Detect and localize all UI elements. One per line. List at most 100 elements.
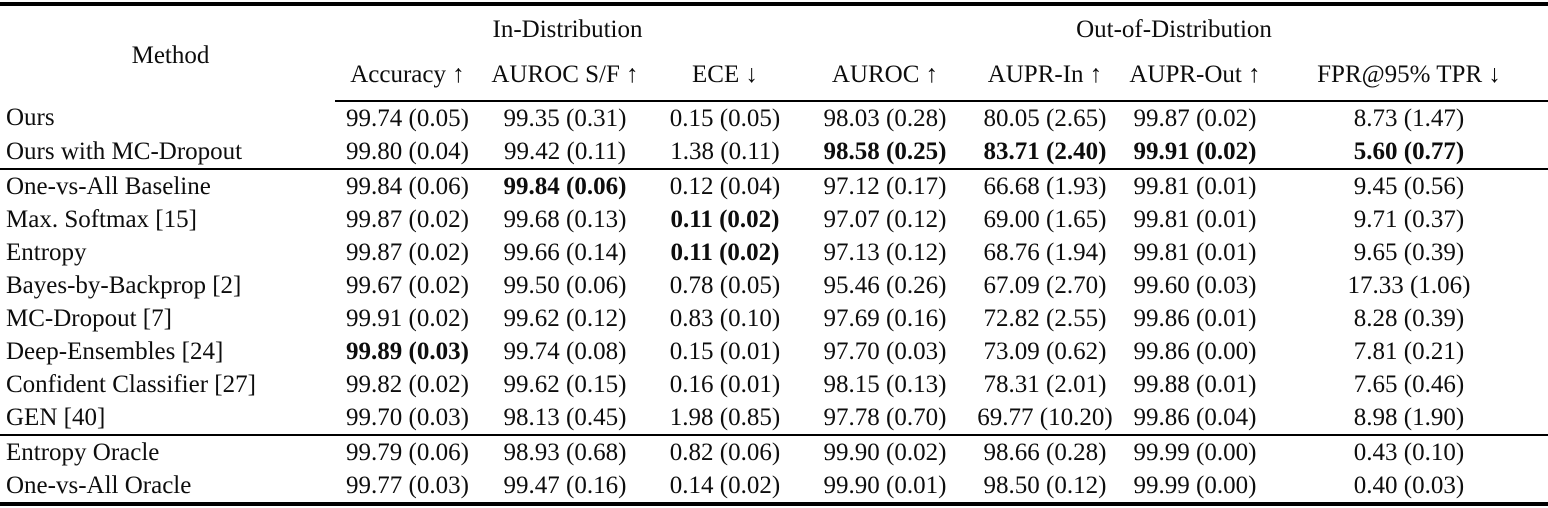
metric-cell: 0.11 (0.02) [670, 238, 780, 266]
metric-cell: 99.90 (0.01) [823, 471, 947, 499]
column-header-aupr-in: AUPR-In ↑ [970, 50, 1120, 102]
metric-cell: 99.50 (0.06) [503, 271, 627, 299]
metric-cell: 97.12 (0.17) [800, 168, 970, 203]
metric-cell: 97.70 (0.03) [823, 337, 947, 365]
metric-cell: 17.33 (1.06) [1347, 271, 1471, 299]
metric-cell: 8.28 (0.39) [1353, 304, 1465, 332]
metric-cell: 72.82 (2.55) [983, 304, 1107, 332]
metric-cell: 99.88 (0.01) [1133, 370, 1257, 398]
column-header-auroc-sf: AUROC S/F ↑ [480, 50, 650, 102]
metric-cell: 0.14 (0.02) [669, 471, 781, 499]
metric-cell: 9.65 (0.39) [1353, 238, 1465, 266]
table-section-2: Entropy Oracle 99.79 (0.06) 98.93 (0.68) 0.… [0, 434, 1548, 504]
table-row: Entropy Oracle 99.79 (0.06) 98.93 (0.68) 0.… [0, 434, 1548, 469]
column-header-row: Accuracy ↑ AUROC S/F ↑ ECE ↓ AUROC ↑ AUP… [0, 50, 1548, 102]
metric-cell: 98.66 (0.28) [970, 434, 1120, 469]
method-cell: Entropy [6, 238, 87, 266]
table-row: Max. Softmax [15] 99.87 (0.02) 99.68 (0.13… [0, 203, 1548, 236]
metric-cell: 73.09 (0.62) [983, 337, 1107, 365]
table-row: GEN [40] 99.70 (0.03) 98.13 (0.45) 1.98 (0.… [0, 401, 1548, 435]
method-cell: Deep-Ensembles [24] [6, 337, 224, 365]
column-header-auroc: AUROC ↑ [800, 50, 970, 102]
metric-cell: 80.05 (2.65) [983, 104, 1107, 132]
metric-cell: 99.87 (0.02) [346, 205, 469, 233]
metric-cell: 99.62 (0.12) [503, 304, 627, 332]
group-header-out-of-distribution: Out-of-Distribution [1076, 16, 1272, 43]
table-row: Bayes-by-Backprop [2] 99.67 (0.02) 99.50 (… [0, 269, 1548, 302]
table-row: Deep-Ensembles [24] 99.89 (0.03) 99.74 (0.… [0, 335, 1548, 368]
metric-cell: 99.80 (0.04) [346, 137, 469, 165]
column-header-ece: ECE ↓ [650, 50, 800, 102]
table-row: One-vs-All Oracle 99.77 (0.03) 99.47 (0.16… [0, 469, 1548, 504]
table-section-0: Ours 99.74 (0.05) 99.35 (0.31) 0.15 (0.05) 9… [0, 101, 1548, 169]
metric-cell: 99.84 (0.06) [335, 168, 480, 203]
metric-cell: 99.42 (0.11) [504, 137, 626, 165]
method-cell: One-vs-All Oracle [6, 471, 192, 499]
metric-cell: 99.60 (0.03) [1133, 271, 1257, 299]
method-cell: MC-Dropout [7] [6, 304, 172, 332]
metric-cell: 98.15 (0.13) [823, 370, 947, 398]
metric-cell: 0.12 (0.04) [650, 168, 800, 203]
group-header-row: Method In-Distribution Out-of-Distributi… [0, 4, 1548, 69]
metric-cell: 98.50 (0.12) [983, 471, 1107, 499]
metric-cell: 99.87 (0.02) [346, 238, 469, 266]
table-row: Ours with MC-Dropout 99.80 (0.04) 99.42 (0… [0, 135, 1548, 169]
metric-cell: 99.86 (0.01) [1133, 304, 1257, 332]
metric-cell: 69.00 (1.65) [983, 205, 1107, 233]
metric-cell: 68.76 (1.94) [983, 238, 1107, 266]
method-cell: Max. Softmax [15] [6, 205, 197, 233]
table-row: One-vs-All Baseline 99.84 (0.06) 99.84 (0.… [0, 168, 1548, 203]
column-header-aupr-out: AUPR-Out ↑ [1120, 50, 1270, 102]
metric-cell: 98.58 (0.25) [823, 137, 947, 165]
metric-cell: 97.13 (0.12) [823, 238, 947, 266]
metric-cell: 9.71 (0.37) [1353, 205, 1465, 233]
metric-cell: 0.82 (0.06) [650, 434, 800, 469]
metric-cell: 8.98 (1.90) [1353, 403, 1465, 431]
table-section-1: One-vs-All Baseline 99.84 (0.06) 99.84 (0.… [0, 168, 1548, 435]
metric-cell: 83.71 (2.40) [983, 137, 1107, 165]
metric-cell: 99.87 (0.02) [1133, 104, 1257, 132]
method-cell: Ours with MC-Dropout [6, 137, 243, 165]
metric-cell: 99.47 (0.16) [503, 471, 627, 499]
metric-cell: 5.60 (0.77) [1353, 137, 1465, 165]
metric-cell: 99.90 (0.02) [800, 434, 970, 469]
metric-cell: 1.98 (0.85) [669, 403, 781, 431]
metric-cell: 99.62 (0.15) [503, 370, 627, 398]
metric-cell: 99.66 (0.14) [503, 238, 627, 266]
metric-cell: 99.77 (0.03) [346, 471, 469, 499]
metric-cell: 99.70 (0.03) [346, 403, 469, 431]
metric-cell: 1.38 (0.11) [670, 137, 780, 165]
group-header-in-distribution: In-Distribution [492, 16, 643, 43]
metric-cell: 0.43 (0.10) [1270, 434, 1548, 469]
metric-cell: 97.78 (0.70) [823, 403, 947, 431]
metric-cell: 99.81 (0.01) [1120, 168, 1270, 203]
table-row: Ours 99.74 (0.05) 99.35 (0.31) 0.15 (0.05) 9… [0, 101, 1548, 135]
metric-cell: 66.68 (1.93) [970, 168, 1120, 203]
method-cell: Bayes-by-Backprop [2] [6, 271, 242, 299]
metric-cell: 99.86 (0.04) [1133, 403, 1257, 431]
metric-cell: 69.77 (10.20) [977, 403, 1113, 431]
method-cell: GEN [40] [6, 403, 106, 431]
table-header: Method In-Distribution Out-of-Distributi… [0, 4, 1548, 102]
metric-cell: 99.35 (0.31) [503, 104, 627, 132]
metric-cell: 98.93 (0.68) [480, 434, 650, 469]
column-header-accuracy: Accuracy ↑ [335, 50, 480, 102]
metric-cell: 9.45 (0.56) [1270, 168, 1548, 203]
table-row: Confident Classifier [27] 99.82 (0.02) 99.… [0, 368, 1548, 401]
table-row: MC-Dropout [7] 99.91 (0.02) 99.62 (0.12) 0.… [0, 302, 1548, 335]
metric-cell: 0.16 (0.01) [669, 370, 781, 398]
metric-cell: 0.78 (0.05) [669, 271, 781, 299]
metric-cell: 95.46 (0.26) [823, 271, 947, 299]
metric-cell: 99.99 (0.00) [1120, 434, 1270, 469]
metric-cell: 99.82 (0.02) [346, 370, 469, 398]
metric-cell: 0.15 (0.05) [669, 104, 781, 132]
metric-cell: 99.89 (0.03) [346, 337, 469, 365]
metric-cell: 99.81 (0.01) [1133, 205, 1257, 233]
metric-cell: 99.86 (0.00) [1133, 337, 1257, 365]
method-cell: Ours [6, 104, 55, 131]
table-row: Entropy 99.87 (0.02) 99.66 (0.14) 0.11 (0.0… [0, 236, 1548, 269]
metric-cell: 99.84 (0.06) [480, 168, 650, 203]
metric-cell: 99.79 (0.06) [335, 434, 480, 469]
